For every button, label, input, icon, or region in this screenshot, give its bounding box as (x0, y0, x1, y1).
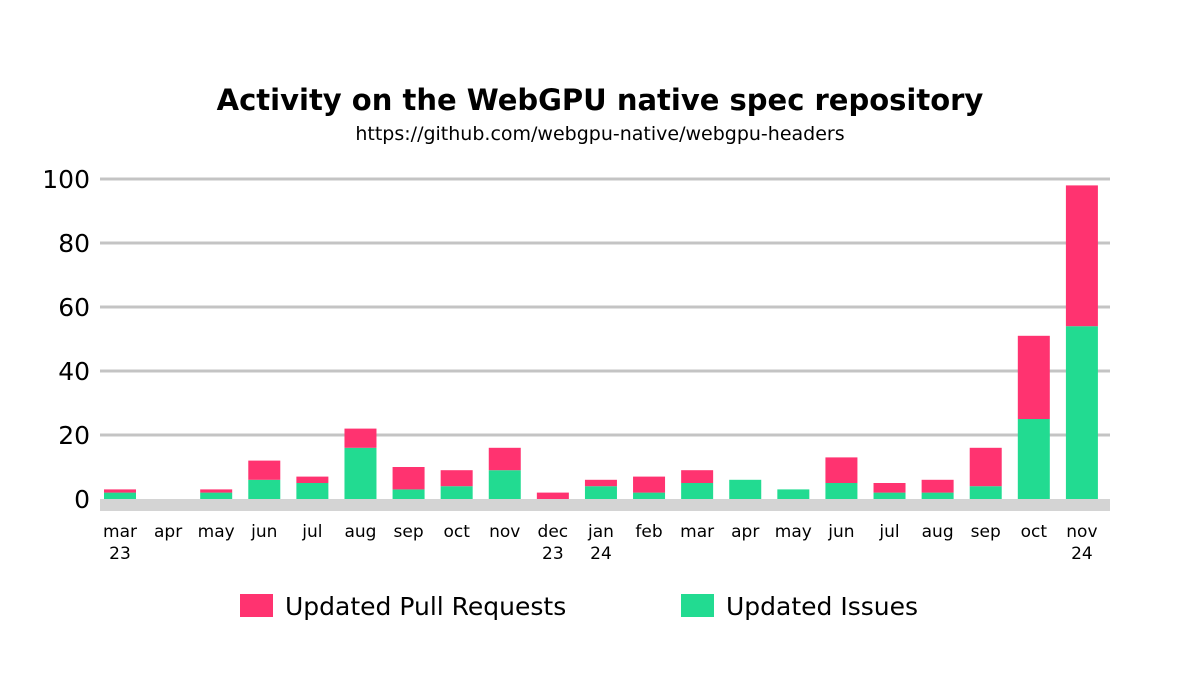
x-tick-label: may (775, 522, 812, 542)
bar-segment-pull-requests (969, 447, 1002, 487)
legend-swatch (240, 594, 273, 617)
y-tick-label: 100 (42, 165, 90, 194)
bar-segment-issues (344, 447, 377, 499)
x-tick-label: nov (489, 522, 520, 542)
y-tick-label: 60 (58, 293, 90, 322)
bar-segment-issues (584, 486, 617, 499)
bar-segment-issues (248, 479, 281, 499)
bar-segment-issues (729, 479, 762, 499)
bar-segment-issues (921, 492, 954, 499)
x-tick-label: may (198, 522, 235, 542)
x-tick-label: 24 (590, 544, 612, 564)
legend: Updated Pull Requests Updated Issues (240, 592, 918, 621)
bar-segment-issues (681, 483, 714, 499)
x-tick-label: oct (1021, 522, 1048, 542)
bar-segment-pull-requests (633, 476, 666, 493)
x-axis-baseline (100, 499, 1110, 511)
x-tick-label: feb (635, 522, 662, 542)
x-tick-label: 23 (542, 544, 564, 564)
bar-segment-issues (392, 489, 425, 499)
bar-segment-pull-requests (104, 489, 136, 493)
x-tick-label: aug (344, 522, 376, 542)
bar-segment-issues (1017, 419, 1050, 499)
bar-segment-pull-requests (296, 476, 329, 483)
bar-segment-pull-requests (681, 470, 714, 483)
x-tick-label: jan (587, 522, 614, 542)
x-tick-label: jun (250, 522, 277, 542)
x-tick-label: apr (154, 522, 182, 542)
bar-segment-issues (873, 492, 906, 499)
x-tick-label: sep (971, 522, 1001, 542)
bar-segment-pull-requests (248, 460, 281, 480)
bar-segment-issues (1065, 326, 1098, 499)
bar-segment-pull-requests (200, 489, 233, 493)
gridlines (100, 177, 1110, 511)
y-tick-label: 80 (58, 229, 90, 258)
bar-segment-pull-requests (1017, 335, 1050, 419)
x-tick-label: jun (827, 522, 854, 542)
x-tick-label: apr (731, 522, 759, 542)
x-tick-label: sep (394, 522, 424, 542)
bar-segment-issues (488, 470, 521, 499)
bar-segment-issues (296, 483, 329, 499)
bar-segment-pull-requests (344, 428, 377, 448)
bar-segment-issues (200, 492, 233, 499)
x-tick-label: mar (680, 522, 714, 542)
x-tick-label: mar (103, 522, 137, 542)
x-tick-label: 23 (109, 544, 131, 564)
legend-swatch (681, 594, 714, 617)
y-tick-label: 40 (58, 357, 90, 386)
chart-subtitle: https://github.com/webgpu-native/webgpu-… (355, 123, 844, 145)
x-tick-label: oct (443, 522, 470, 542)
bar-segment-pull-requests (536, 492, 569, 499)
bar-segment-issues (104, 492, 136, 499)
legend-label: Updated Issues (726, 592, 918, 621)
bar-segment-pull-requests (488, 447, 521, 471)
bar-segment-issues (440, 486, 473, 499)
chart-title: Activity on the WebGPU native spec repos… (217, 83, 984, 117)
bar-segment-pull-requests (873, 483, 906, 493)
x-tick-label: jul (878, 522, 899, 542)
bar-segment-pull-requests (825, 457, 858, 483)
x-tick-label: dec (538, 522, 569, 542)
bar-segment-issues (777, 489, 810, 499)
bar-segment-issues (633, 492, 666, 499)
x-tick-label: jul (301, 522, 322, 542)
bar-segment-pull-requests (1065, 185, 1098, 327)
legend-label: Updated Pull Requests (285, 592, 566, 621)
bar-segment-pull-requests (440, 470, 473, 487)
y-tick-label: 20 (58, 421, 90, 450)
bar-segment-issues (969, 486, 1002, 499)
x-tick-label: aug (922, 522, 954, 542)
x-tick-label: nov (1066, 522, 1097, 542)
bar-segment-pull-requests (584, 479, 617, 487)
x-tick-label: 24 (1071, 544, 1093, 564)
bar-segment-pull-requests (392, 467, 425, 490)
bar-segment-issues (825, 483, 858, 499)
y-axis: 0 20 40 60 80 100 (42, 165, 90, 514)
bars (104, 185, 1098, 499)
bar-segment-pull-requests (921, 479, 954, 493)
y-tick-label: 0 (74, 485, 90, 514)
